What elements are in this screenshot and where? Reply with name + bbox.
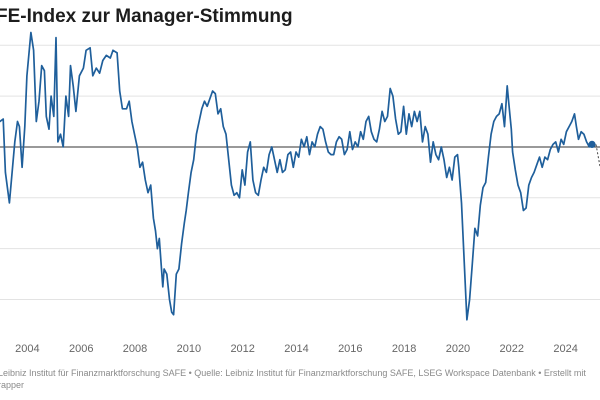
x-tick-label: 2004 <box>15 343 39 355</box>
x-tick-label: 2022 <box>500 343 524 355</box>
x-tick-label: 2024 <box>553 343 577 355</box>
source-text: Leibniz Institut für Finanzmarktforschun… <box>0 368 586 378</box>
x-tick-label: 2018 <box>392 343 416 355</box>
gridlines <box>0 44 600 300</box>
x-tick-label: 2008 <box>123 343 147 355</box>
chart-title: FE-Index zur Manager-Stimmung <box>0 6 293 27</box>
source-note: Leibniz Institut für Finanzmarktforschun… <box>0 367 594 391</box>
x-tick-label: 2020 <box>446 343 470 355</box>
last-value-leader <box>595 144 600 167</box>
x-tick-label: 2012 <box>230 343 254 355</box>
tool-credit: rapper <box>0 380 25 390</box>
series-line <box>0 31 593 321</box>
x-axis-ticks: 2004 2006 2008 2010 2012 2014 2016 2018 2020 2022… <box>15 343 578 355</box>
x-tick-label: 2016 <box>338 343 362 355</box>
last-value-marker[interactable] <box>588 140 596 149</box>
x-tick-label: 2006 <box>69 343 93 355</box>
x-tick-label: 2010 <box>177 343 201 355</box>
x-tick-label: 2014 <box>284 343 308 355</box>
